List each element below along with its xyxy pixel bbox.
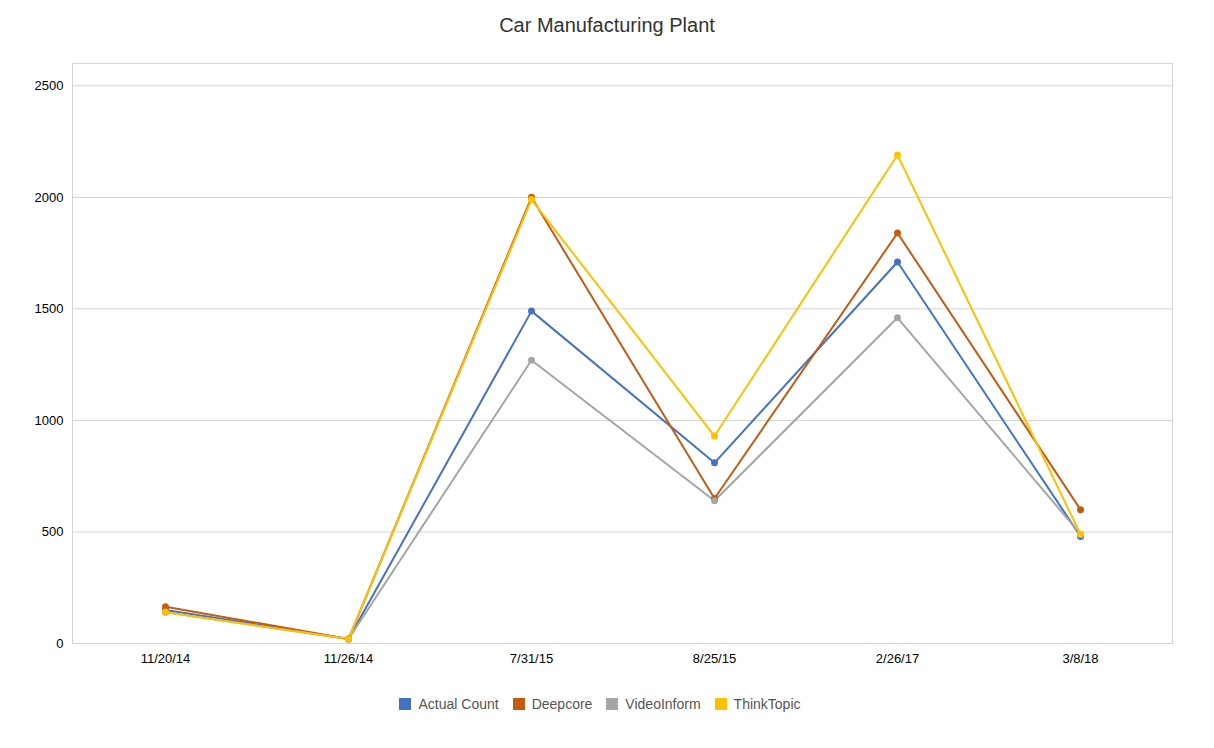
html-text:Car Manufacturing Plant: Car Manufacturing Plant	[499, 14, 715, 36]
svg-text:7/31/15: 7/31/15	[510, 651, 553, 666]
html-text:ThinkTopic: ThinkTopic	[733, 695, 801, 712]
svg-text:11/26/14: 11/26/14	[324, 651, 374, 666]
svg-text:500: 500	[42, 524, 64, 539]
svg-text:1500: 1500	[35, 301, 64, 316]
svg-text:8/25/15: 8/25/15	[693, 651, 736, 666]
svg-text:2/26/17: 2/26/17	[876, 651, 919, 666]
svg-text:3/8/18: 3/8/18	[1062, 651, 1098, 666]
svg-text:11/20/14: 11/20/14	[141, 651, 191, 666]
html-text:Deepcore: Deepcore	[531, 695, 593, 712]
svg-text:2500: 2500	[35, 78, 64, 93]
svg-text:2000: 2000	[35, 190, 64, 205]
svg-text:0: 0	[56, 636, 63, 651]
html-text:VideoInform: VideoInform	[625, 695, 701, 712]
html-text:Actual Count: Actual Count	[418, 695, 499, 712]
svg-text:1000: 1000	[35, 413, 64, 428]
